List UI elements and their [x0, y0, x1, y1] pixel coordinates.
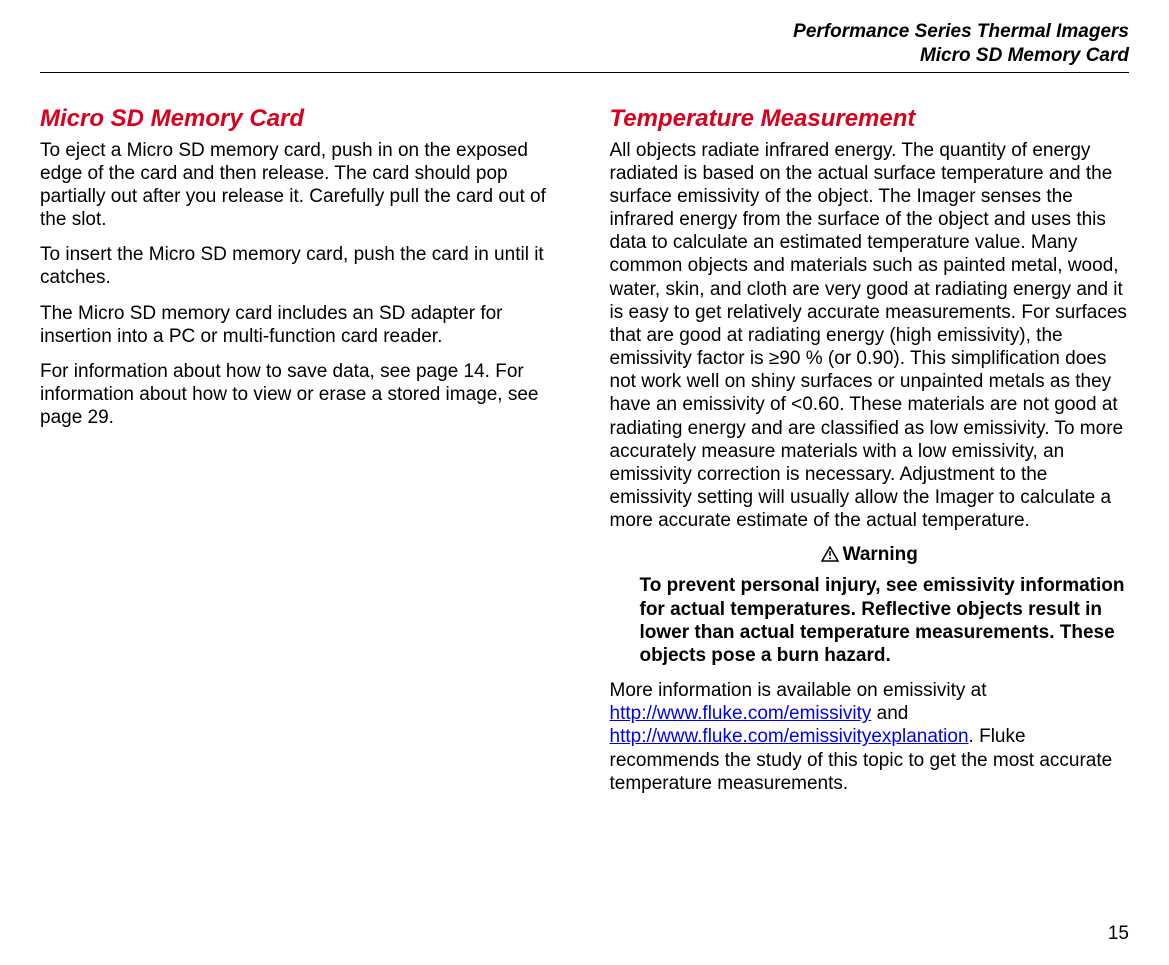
left-paragraph-4: For information about how to save data, …	[40, 360, 560, 430]
right-column: Temperature Measurement All objects radi…	[610, 105, 1130, 807]
right-paragraph-2: More information is available on emissiv…	[610, 679, 1130, 795]
left-column: Micro SD Memory Card To eject a Micro SD…	[40, 105, 560, 807]
left-heading: Micro SD Memory Card	[40, 105, 560, 133]
emissivity-link-1[interactable]: http://www.fluke.com/emissivity	[610, 703, 872, 724]
left-paragraph-1: To eject a Micro SD memory card, push in…	[40, 139, 560, 232]
right-heading: Temperature Measurement	[610, 105, 1130, 133]
left-paragraph-3: The Micro SD memory card includes an SD …	[40, 302, 560, 348]
warning-body: To prevent personal injury, see emissivi…	[640, 574, 1130, 667]
p2-mid: and	[871, 703, 908, 724]
emissivity-link-2[interactable]: http://www.fluke.com/emissivityexplanati…	[610, 726, 969, 747]
right-paragraph-1: All objects radiate infrared energy. The…	[610, 139, 1130, 533]
page-header: Performance Series Thermal Imagers Micro…	[40, 20, 1129, 68]
header-rule	[40, 72, 1129, 73]
warning-icon	[821, 546, 839, 568]
warning-heading: Warning	[610, 544, 1130, 568]
page-number: 15	[1108, 923, 1129, 945]
content-columns: Micro SD Memory Card To eject a Micro SD…	[40, 105, 1129, 807]
p2-pre: More information is available on emissiv…	[610, 680, 987, 701]
left-paragraph-2: To insert the Micro SD memory card, push…	[40, 243, 560, 289]
header-title: Performance Series Thermal Imagers	[40, 20, 1129, 44]
header-subtitle: Micro SD Memory Card	[40, 44, 1129, 68]
warning-label: Warning	[843, 544, 918, 565]
